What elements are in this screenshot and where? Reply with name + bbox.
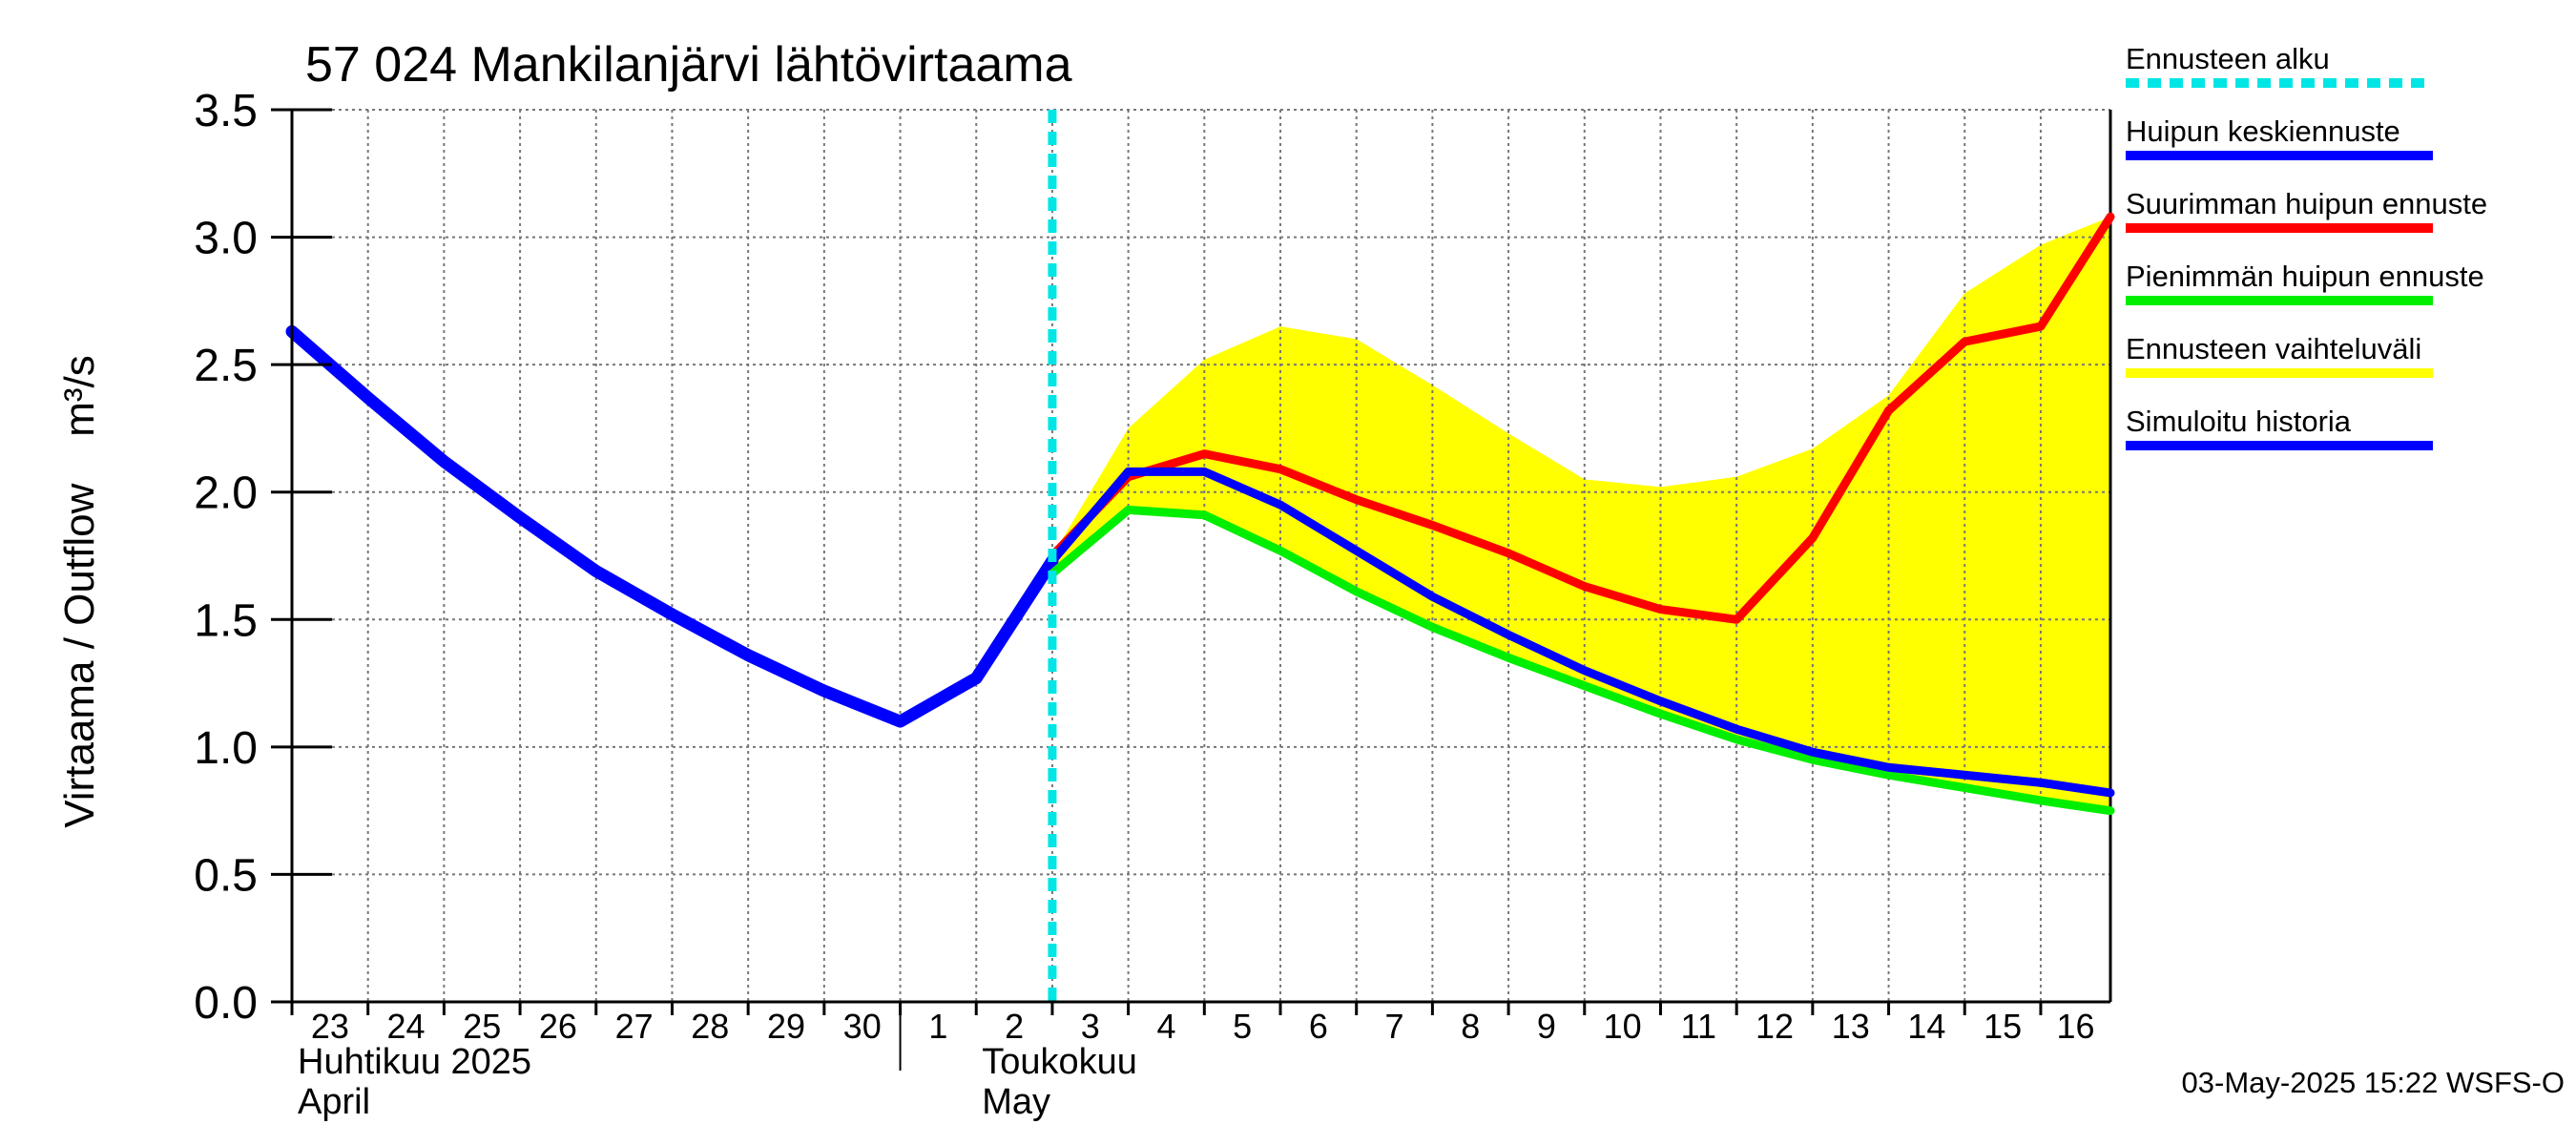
x-tick-label: 30 — [843, 1007, 882, 1046]
timestamp-label: 03-May-2025 15:22 WSFS-O — [2182, 1066, 2565, 1099]
y-tick-label: 3.5 — [194, 86, 258, 136]
legend-label: Suurimman huipun ennuste — [2126, 187, 2487, 220]
x-tick-label: 6 — [1309, 1007, 1328, 1046]
series-layer — [285, 212, 2115, 816]
x-tick-label: 12 — [1755, 1007, 1794, 1046]
month-label-fi: Toukokuu — [982, 1042, 1137, 1082]
axis-layer: 0.00.51.01.52.02.53.03.523 24 25 26 27 28 29 30… — [194, 86, 2110, 1122]
chart-title: 57 024 Mankilanjärvi lähtövirtaama — [305, 37, 1072, 93]
x-tick-label: 24 — [387, 1007, 426, 1046]
x-tick-label: 3 — [1081, 1007, 1100, 1046]
legend: Ennusteen alku Huipun keskiennuste Suurimm… — [2126, 42, 2487, 450]
y-tick-label: 0.5 — [194, 850, 258, 901]
x-tick-label: 29 — [767, 1007, 805, 1046]
month-label-en: April — [298, 1082, 370, 1122]
x-tick-label: 13 — [1832, 1007, 1870, 1046]
x-tick-label: 7 — [1385, 1007, 1404, 1046]
grid-layer — [292, 109, 2112, 1002]
x-tick-label: 8 — [1461, 1007, 1480, 1046]
month-label-en: May — [982, 1082, 1050, 1122]
forecast-range-band-layer — [1051, 217, 2110, 811]
x-tick-label: 2 — [1005, 1007, 1024, 1046]
x-tick-label: 11 — [1681, 1007, 1716, 1046]
y-axis-label: Virtaama / Outflow m³/s — [56, 355, 103, 828]
x-tick-label: 14 — [1907, 1007, 1945, 1046]
x-tick-label: 23 — [311, 1007, 349, 1046]
x-tick-label: 25 — [463, 1007, 501, 1046]
y-tick-label: 3.0 — [194, 214, 258, 264]
x-tick-label: 15 — [1984, 1007, 2022, 1046]
series-line-simuloitu-historia — [285, 324, 1059, 728]
x-tick-label: 5 — [1233, 1007, 1252, 1046]
legend-label: Ennusteen alku — [2126, 42, 2330, 75]
series-line-pienimm-n-huipun-ennuste — [1048, 505, 2115, 816]
series-line-suurimman-huipun-ennuste — [1048, 212, 2115, 624]
y-tick-label: 1.5 — [194, 595, 258, 646]
x-tick-label: 28 — [691, 1007, 729, 1046]
month-label-fi: Huhtikuu 2025 — [298, 1042, 531, 1082]
y-tick-label: 1.0 — [194, 723, 258, 774]
legend-label: Simuloitu historia — [2126, 405, 2352, 438]
legend-label: Huipun keskiennuste — [2126, 114, 2400, 148]
x-tick-label: 4 — [1156, 1007, 1175, 1046]
y-tick-label: 0.0 — [194, 978, 258, 1029]
series-line-huipun-keskiennuste — [1048, 467, 2115, 798]
y-tick-label: 2.0 — [194, 468, 258, 519]
legend-label: Pienimmän huipun ennuste — [2126, 260, 2484, 293]
x-tick-label: 26 — [539, 1007, 577, 1046]
x-tick-label: 27 — [615, 1007, 654, 1046]
y-tick-label: 2.5 — [194, 341, 258, 391]
legend-label: Ennusteen vaihteluväli — [2126, 332, 2421, 365]
x-tick-label: 10 — [1604, 1007, 1642, 1046]
forecast-range-band — [1051, 217, 2110, 811]
x-tick-label: 1 — [928, 1007, 947, 1046]
x-tick-label: 9 — [1537, 1007, 1556, 1046]
x-tick-label: 16 — [2056, 1007, 2094, 1046]
